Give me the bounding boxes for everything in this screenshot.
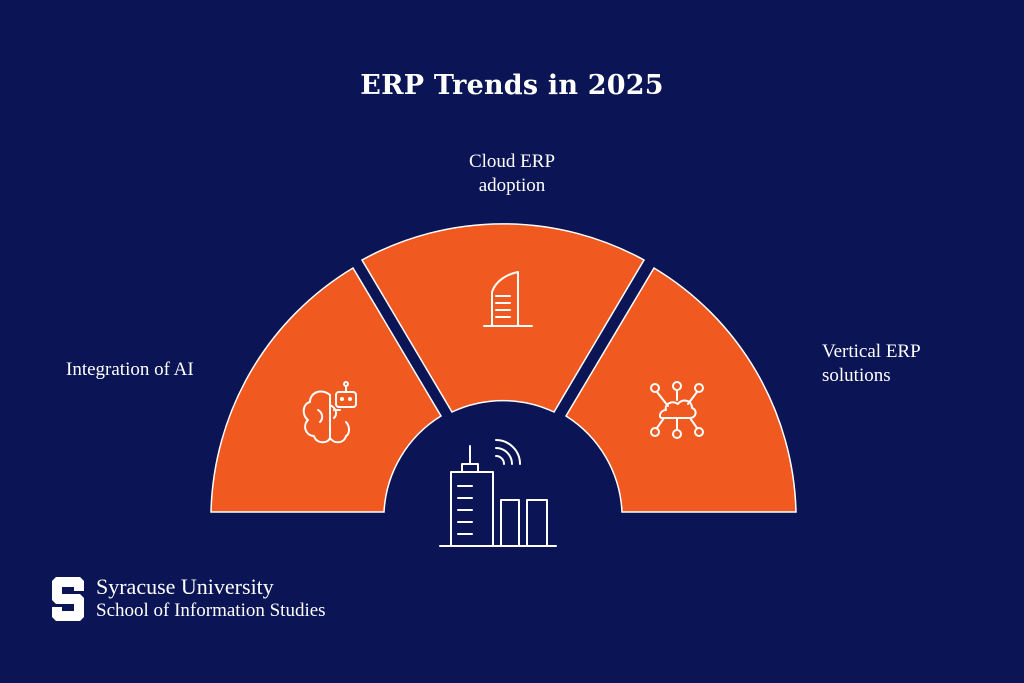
brain-robot-icon (302, 381, 357, 444)
label-line: Cloud ERP (468, 151, 556, 172)
logo-school-name: School of Information Studies (96, 600, 326, 621)
label-line: adoption (478, 175, 546, 196)
logo-university-name: Syracuse University (96, 574, 274, 599)
syracuse-logo: Syracuse University School of Informatio… (50, 575, 326, 623)
segment-vertical-erp (564, 266, 797, 513)
cloud-network-icon (650, 381, 704, 439)
label-line: solutions (822, 365, 891, 386)
building-tower-icon (483, 271, 533, 327)
segment-integration-ai (210, 266, 443, 513)
label-cloud-erp: Cloud ERP adoption (412, 150, 612, 198)
label-vertical-erp: Vertical ERP solutions (822, 340, 982, 388)
label-integration-ai: Integration of AI (66, 358, 194, 382)
page-title: ERP Trends in 2025 (360, 70, 664, 101)
label-line: Integration of AI (66, 359, 194, 380)
city-signal-icon (439, 439, 557, 547)
block-s-logo (52, 577, 84, 621)
label-line: Vertical ERP (822, 341, 921, 362)
